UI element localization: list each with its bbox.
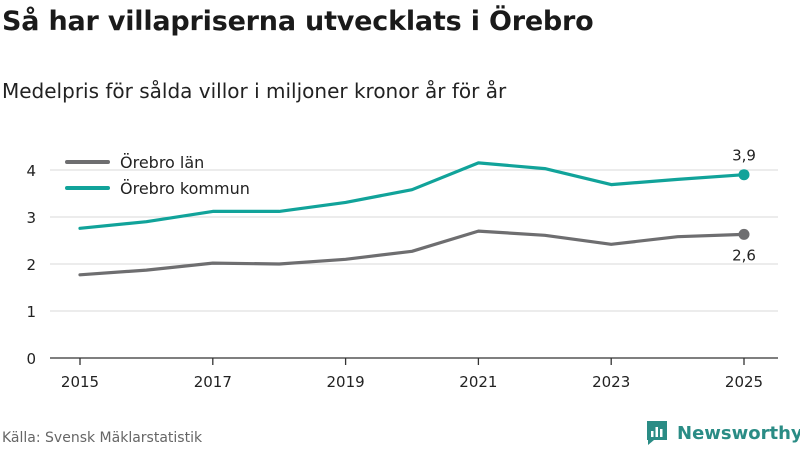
legend-label-0: Örebro län [120, 153, 204, 172]
newsworthy-logo-icon [647, 421, 667, 445]
y-tick-label: 4 [26, 162, 36, 180]
x-tick-label: 2021 [459, 373, 497, 391]
series-line-0 [78, 229, 746, 277]
legend-label-1: Örebro kommun [120, 179, 250, 198]
brand-name: Newsworthy [677, 422, 800, 444]
series-end-point-1 [738, 169, 750, 181]
series-end-label-1: 3,9 [732, 147, 756, 165]
y-tick-label: 1 [26, 303, 36, 321]
x-tick-label: 2025 [725, 373, 763, 391]
series-line-1 [78, 161, 746, 230]
y-tick-label: 0 [26, 350, 36, 368]
y-tick-label: 2 [26, 256, 36, 274]
series-end-label-0: 2,6 [732, 246, 756, 264]
y-tick-label: 3 [26, 209, 36, 227]
x-tick-label: 2019 [327, 373, 365, 391]
x-tick-label: 2023 [592, 373, 630, 391]
source-note: Källa: Svensk Mäklarstatistik [2, 430, 203, 446]
brand-logo: Newsworthy [645, 420, 800, 446]
series-end-point-0 [738, 228, 750, 240]
chart-title: Så har villapriserna utvecklats i Örebro [2, 6, 594, 37]
chart-subtitle: Medelpris för sålda villor i miljoner kr… [2, 79, 507, 103]
x-tick-label: 2017 [194, 373, 232, 391]
x-tick-label: 2015 [61, 373, 99, 391]
